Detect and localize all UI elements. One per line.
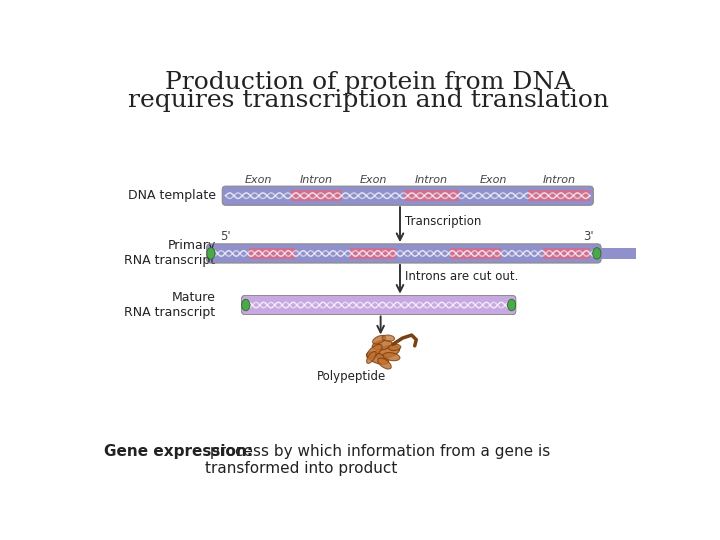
Bar [528,190,590,201]
Text: requires transcription and translation: requires transcription and translation [128,90,610,112]
Text: Exon: Exon [480,175,507,185]
Ellipse shape [382,335,395,341]
Ellipse shape [366,345,382,358]
Text: Production of protein from DNA: Production of protein from DNA [166,71,572,94]
Bar [590,248,636,259]
Text: Mature
RNA transcript: Mature RNA transcript [125,291,215,319]
Text: Exon: Exon [359,175,387,185]
FancyBboxPatch shape [242,295,516,315]
Text: Intron: Intron [542,175,575,185]
Text: Gene expression:: Gene expression: [104,444,253,458]
Ellipse shape [508,299,516,311]
Bar [350,248,396,259]
Bar [225,190,291,201]
Bar [295,248,350,259]
Bar [404,190,459,201]
Text: 3': 3' [583,231,593,244]
Text: Primary
RNA transcript: Primary RNA transcript [125,239,215,267]
Ellipse shape [593,248,601,259]
Ellipse shape [372,340,392,350]
Text: DNA template: DNA template [127,189,215,202]
Ellipse shape [372,335,386,344]
Text: Transcription: Transcription [405,215,481,228]
Text: Intron: Intron [415,175,448,185]
Ellipse shape [207,248,215,259]
Bar [396,248,451,259]
Bar [210,248,249,259]
Bar [342,190,404,201]
Bar [451,248,500,259]
Ellipse shape [366,352,376,363]
Text: Intron: Intron [300,175,333,185]
Text: Introns are cut out.: Introns are cut out. [405,269,518,282]
Text: process by which information from a gene is
transformed into product: process by which information from a gene… [204,444,550,476]
Bar [249,248,295,259]
Bar [500,248,544,259]
Text: Polypeptide: Polypeptide [317,370,386,383]
Bar [544,248,590,259]
FancyBboxPatch shape [222,186,593,205]
Text: Exon: Exon [245,175,272,185]
Bar [459,190,528,201]
Bar [291,190,342,201]
Ellipse shape [378,358,391,369]
Text: 5': 5' [220,231,231,244]
Ellipse shape [242,299,250,311]
FancyBboxPatch shape [207,244,601,263]
Ellipse shape [374,346,400,359]
Bar [245,299,513,311]
Ellipse shape [383,353,400,361]
Ellipse shape [366,352,389,365]
Ellipse shape [388,345,401,350]
